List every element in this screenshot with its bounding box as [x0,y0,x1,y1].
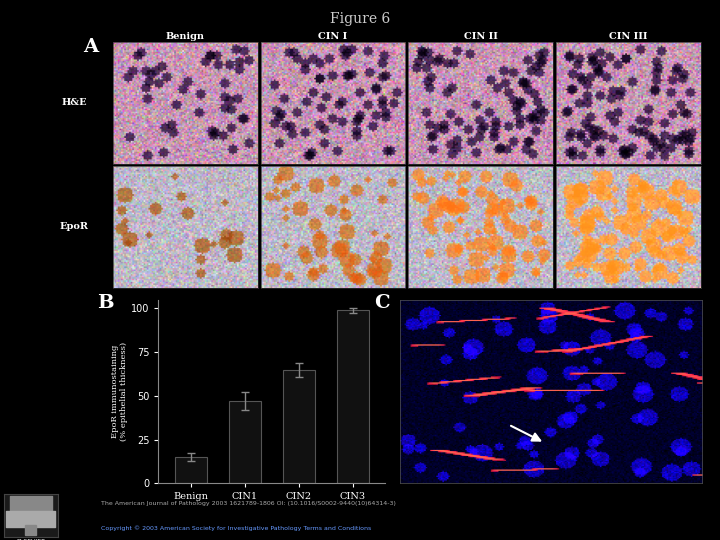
Bar [283,370,315,483]
Title: CIN III: CIN III [609,32,647,41]
Text: ELSEVIER: ELSEVIER [16,539,45,540]
Text: B: B [97,294,114,312]
Text: Copyright © 2003 American Society for Investigative Pathology Terms and Conditio: Copyright © 2003 American Society for In… [101,525,371,531]
Bar [229,401,261,483]
Text: A: A [83,38,98,56]
Y-axis label: H&E: H&E [61,98,87,107]
Y-axis label: EpoR immunostaining
(% epithelial thickness): EpoR immunostaining (% epithelial thickn… [111,342,128,441]
Title: CIN I: CIN I [318,32,348,41]
Title: Benign: Benign [166,32,205,41]
Y-axis label: EpoR: EpoR [60,222,89,231]
Bar [175,457,207,483]
Polygon shape [25,525,36,535]
Bar [337,310,369,483]
Text: C: C [374,294,390,312]
Title: CIN II: CIN II [464,32,498,41]
Text: The American Journal of Pathology 2003 1621789-1806 OI: (10.1016/S0002-9440(10)6: The American Journal of Pathology 2003 1… [101,501,396,506]
Text: Figure 6: Figure 6 [330,12,390,26]
